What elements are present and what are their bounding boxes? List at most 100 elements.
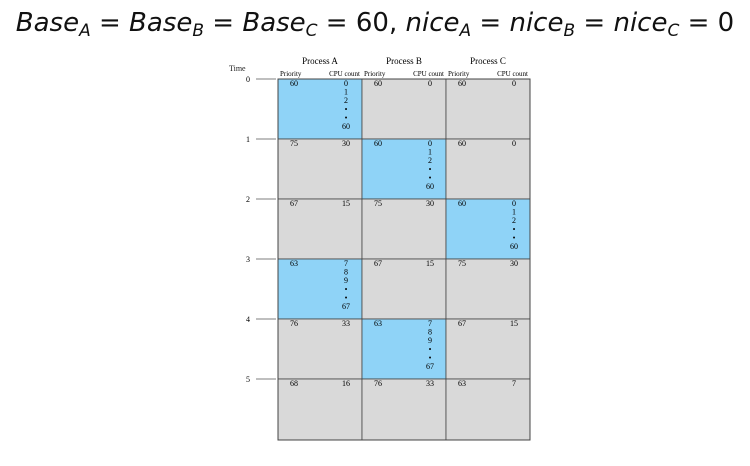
cell-waiting xyxy=(445,138,531,200)
priority-value: 68 xyxy=(290,379,298,388)
formula-equals: = xyxy=(471,8,510,38)
formula-nice-c: nice xyxy=(613,8,668,38)
cpu-count-value: • xyxy=(345,285,348,294)
cpu-count-value: 0 xyxy=(428,79,432,88)
cpu-count-value: 2 xyxy=(512,216,516,225)
time-tick-label: 3 xyxy=(246,255,250,264)
priority-value: 60 xyxy=(458,79,466,88)
cpu-count-value: 33 xyxy=(342,319,350,328)
cpu-count-value: 15 xyxy=(342,199,350,208)
formula-base-sub-a: A xyxy=(79,21,91,41)
cpu-count-value: 8 xyxy=(344,268,348,277)
formula-equals: = xyxy=(575,8,614,38)
cpu-count-value: • xyxy=(345,113,348,122)
cell-waiting xyxy=(277,198,363,260)
process-name: Process A xyxy=(302,56,338,66)
cpu-count-value: 30 xyxy=(342,139,350,148)
cpu-count-value: 1 xyxy=(428,148,432,157)
cpu-count-value: 15 xyxy=(510,319,518,328)
cell-waiting xyxy=(361,378,447,441)
formula-base-c: Base xyxy=(242,8,306,38)
cpu-count-value: 0 xyxy=(344,79,348,88)
cpu-count-value: • xyxy=(513,225,516,234)
cpu-count-value: 0 xyxy=(512,199,516,208)
diagram-frame xyxy=(277,78,531,441)
cpu-count-value: 0 xyxy=(428,139,432,148)
cpu-count-value: 67 xyxy=(342,302,350,311)
cell-waiting xyxy=(277,138,363,200)
formula-nice-sub-c: C xyxy=(667,21,680,41)
cell-waiting xyxy=(361,198,447,260)
cpu-count-value: 7 xyxy=(512,379,516,388)
formula-base-a: Base xyxy=(15,8,80,38)
cpu-count-value: 8 xyxy=(428,328,432,337)
column-header-cpu-count: CPU count xyxy=(413,70,444,78)
formula-value-60: 60 xyxy=(355,8,389,38)
cpu-count-value: 9 xyxy=(428,336,432,345)
cell-waiting xyxy=(445,258,531,320)
cell-waiting xyxy=(361,78,447,140)
priority-value: 67 xyxy=(290,199,298,208)
time-tick-label: 2 xyxy=(246,195,250,204)
priority-value: 76 xyxy=(374,379,382,388)
priority-value: 63 xyxy=(458,379,466,388)
time-tick-label: 4 xyxy=(246,315,250,324)
priority-value: 75 xyxy=(458,259,466,268)
formula-nice-b: nice xyxy=(509,8,564,38)
cpu-count-value: • xyxy=(429,165,432,174)
cell-running xyxy=(445,198,531,260)
formula-nice-a: nice xyxy=(405,8,460,38)
cpu-count-value: 60 xyxy=(342,122,350,131)
cell-waiting xyxy=(361,258,447,320)
cpu-count-value: • xyxy=(345,293,348,302)
cpu-count-value: 0 xyxy=(512,139,516,148)
column-header-priority: Priority xyxy=(364,70,386,78)
formula-base-sub-b: B xyxy=(192,21,205,41)
cpu-count-value: 7 xyxy=(344,259,348,268)
formula-header: BaseA = BaseB = BaseC = 60, niceA = nice… xyxy=(0,8,750,41)
formula-equals: = xyxy=(679,8,718,38)
cpu-count-value: • xyxy=(345,105,348,114)
column-header-priority: Priority xyxy=(448,70,470,78)
formula-base-sub-c: C xyxy=(305,21,318,41)
cpu-count-value: 60 xyxy=(510,242,518,251)
time-tick-label: 1 xyxy=(246,135,250,144)
cpu-count-value: 15 xyxy=(426,259,434,268)
cpu-count-value: 2 xyxy=(428,156,432,165)
formula-equals: = xyxy=(90,8,130,38)
column-header-priority: Priority xyxy=(280,70,302,78)
cpu-count-value: 67 xyxy=(426,362,434,371)
formula-comma: , xyxy=(388,8,406,38)
priority-value: 60 xyxy=(458,139,466,148)
cell-waiting xyxy=(277,318,363,380)
cpu-count-value: 9 xyxy=(344,276,348,285)
cell-waiting xyxy=(277,378,363,441)
formula-nice-sub-a: A xyxy=(459,21,472,41)
priority-value: 76 xyxy=(290,319,298,328)
priority-value: 63 xyxy=(290,259,298,268)
process-name: Process C xyxy=(470,56,506,66)
time-axis-label: Time xyxy=(229,64,246,73)
priority-value: 75 xyxy=(374,199,382,208)
priority-value: 60 xyxy=(374,139,382,148)
cpu-count-value: 60 xyxy=(426,182,434,191)
priority-value: 60 xyxy=(374,79,382,88)
formula-nice-sub-b: B xyxy=(563,21,576,41)
time-tick-label: 0 xyxy=(246,75,250,84)
cpu-count-value: 0 xyxy=(512,79,516,88)
process-name: Process B xyxy=(386,56,422,66)
time-tick-label: 5 xyxy=(246,375,250,384)
cpu-count-value: 1 xyxy=(512,208,516,217)
priority-value: 67 xyxy=(458,319,466,328)
cell-waiting xyxy=(445,78,531,140)
cell-running xyxy=(277,258,363,320)
cpu-count-value: 33 xyxy=(426,379,434,388)
formula-equals: = xyxy=(204,8,243,38)
cpu-count-value: 2 xyxy=(344,96,348,105)
priority-value: 75 xyxy=(290,139,298,148)
cell-running xyxy=(361,138,447,200)
priority-value: 60 xyxy=(458,199,466,208)
cell-waiting xyxy=(445,378,531,441)
formula-equals: = xyxy=(317,8,356,38)
cpu-count-value: 30 xyxy=(510,259,518,268)
